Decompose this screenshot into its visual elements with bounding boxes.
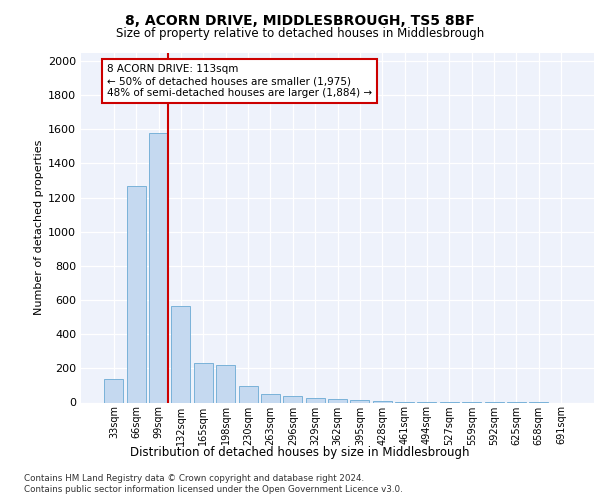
- Bar: [149, 132, 168, 402]
- Bar: [194, 363, 213, 403]
- Bar: [104, 378, 124, 402]
- Bar: [328, 399, 347, 402]
- Bar: [283, 396, 302, 402]
- Bar: [261, 394, 280, 402]
- Y-axis label: Number of detached properties: Number of detached properties: [34, 140, 44, 315]
- Text: Distribution of detached houses by size in Middlesbrough: Distribution of detached houses by size …: [130, 446, 470, 459]
- Bar: [350, 400, 370, 402]
- Bar: [305, 398, 325, 402]
- Text: 8 ACORN DRIVE: 113sqm
← 50% of detached houses are smaller (1,975)
48% of semi-d: 8 ACORN DRIVE: 113sqm ← 50% of detached …: [107, 64, 372, 98]
- Bar: [172, 306, 190, 402]
- Text: Size of property relative to detached houses in Middlesbrough: Size of property relative to detached ho…: [116, 28, 484, 40]
- Text: 8, ACORN DRIVE, MIDDLESBROUGH, TS5 8BF: 8, ACORN DRIVE, MIDDLESBROUGH, TS5 8BF: [125, 14, 475, 28]
- Text: Contains public sector information licensed under the Open Government Licence v3: Contains public sector information licen…: [24, 485, 403, 494]
- Bar: [127, 186, 146, 402]
- Bar: [373, 401, 392, 402]
- Bar: [239, 386, 257, 402]
- Bar: [216, 365, 235, 403]
- Text: Contains HM Land Registry data © Crown copyright and database right 2024.: Contains HM Land Registry data © Crown c…: [24, 474, 364, 483]
